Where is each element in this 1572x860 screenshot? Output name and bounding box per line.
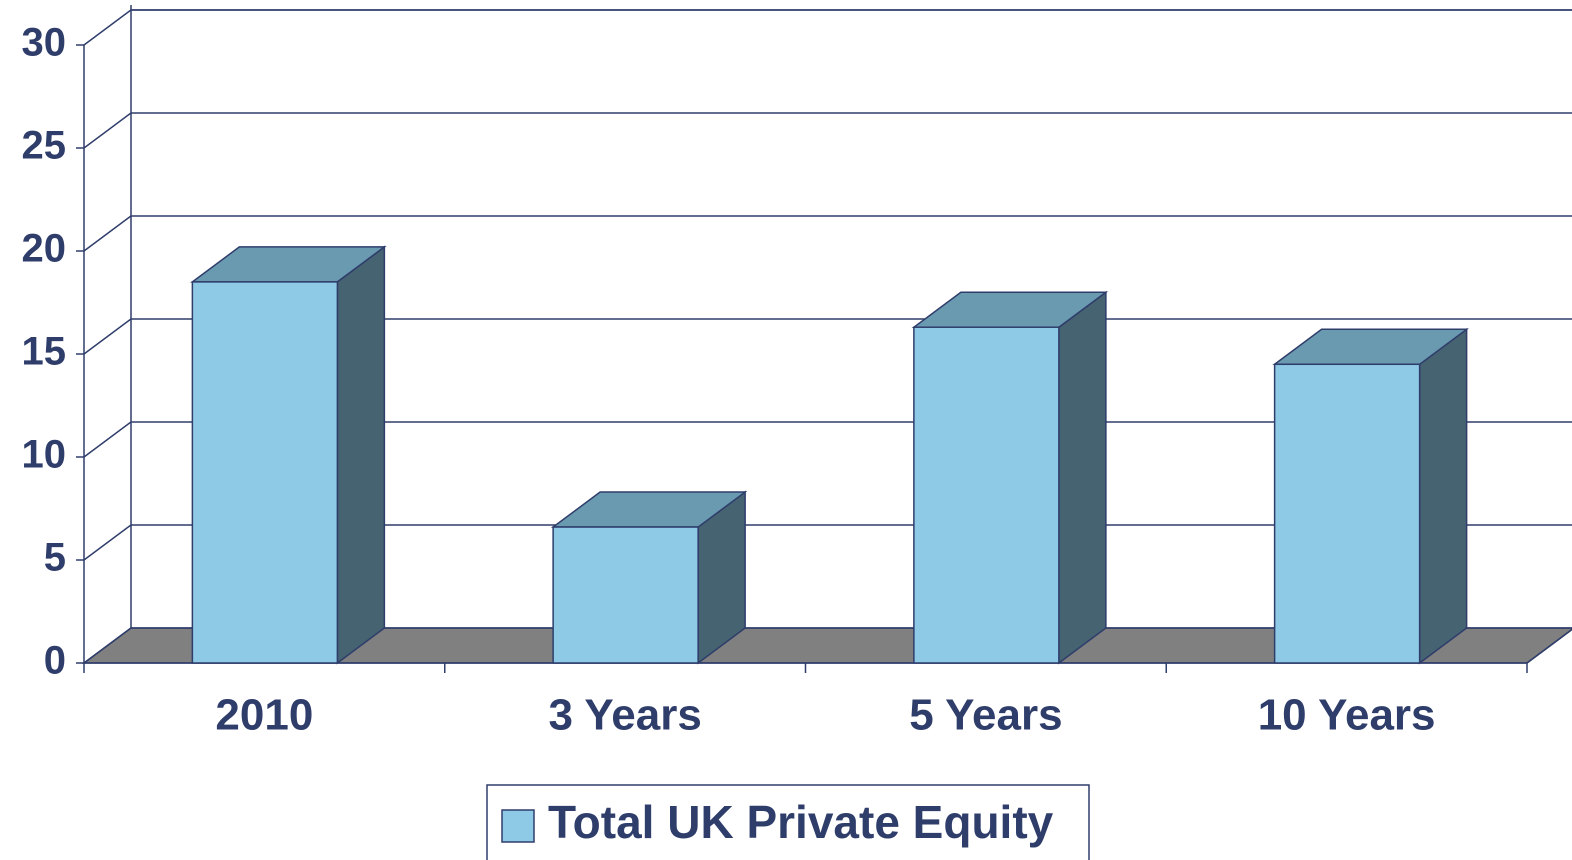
x-tick-label: 2010 bbox=[215, 691, 313, 740]
bar bbox=[913, 326, 1060, 664]
bar bbox=[191, 281, 339, 664]
grid-diagonal bbox=[83, 627, 132, 664]
bar bbox=[552, 526, 699, 664]
bar-side bbox=[1058, 290, 1107, 665]
grid-diagonal bbox=[83, 421, 132, 458]
y-tick-label: 15 bbox=[22, 330, 67, 374]
y-tick-label: 5 bbox=[44, 536, 66, 580]
bar-side bbox=[1418, 327, 1468, 665]
floor-right-edge bbox=[1526, 628, 1572, 664]
x-tick-label: 3 Years bbox=[548, 691, 701, 740]
legend-swatch bbox=[501, 809, 535, 843]
bar bbox=[1273, 363, 1421, 664]
x-tick-label: 5 Years bbox=[909, 691, 1062, 740]
legend-label: Total UK Private Equity bbox=[548, 796, 1054, 848]
legend-box bbox=[486, 784, 1090, 860]
y-tick-label: 30 bbox=[22, 21, 67, 65]
y-tick-label: 20 bbox=[22, 227, 67, 271]
grid-diagonal bbox=[83, 318, 132, 355]
grid-diagonal bbox=[83, 524, 132, 561]
grid-diagonal bbox=[83, 9, 132, 46]
bar-side bbox=[336, 245, 386, 665]
grid-diagonal bbox=[83, 215, 132, 252]
grid-diagonal bbox=[83, 112, 132, 149]
x-tick-label: 10 Years bbox=[1258, 691, 1436, 740]
y-tick-label: 10 bbox=[22, 433, 67, 477]
y-tick-label: 25 bbox=[22, 124, 67, 168]
y-tick-label: 0 bbox=[44, 639, 66, 683]
